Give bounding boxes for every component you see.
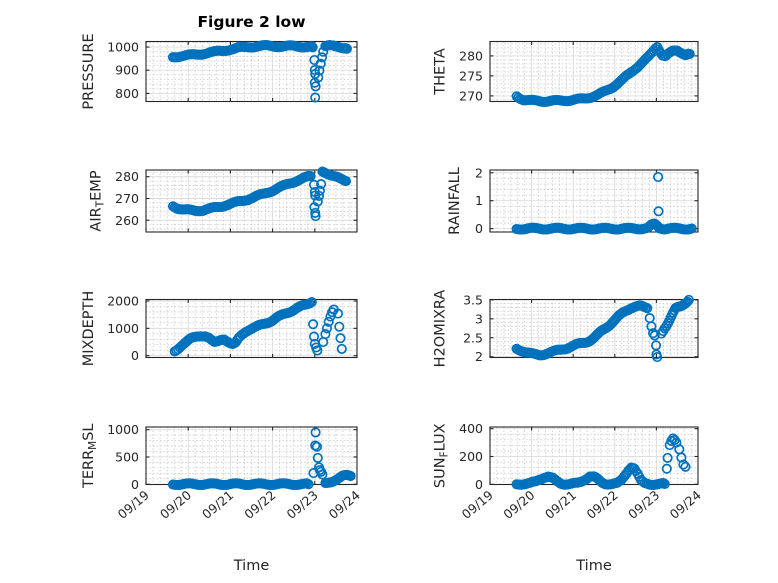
y-tick-label: 1000 (107, 321, 139, 336)
x-axis-label-right: Time (575, 558, 612, 574)
tick-marks (145, 170, 358, 232)
y-axis-label-air-temp: AIRTEMP (88, 170, 106, 231)
scatter-markers (167, 427, 356, 491)
scatter-markers (167, 166, 352, 222)
y-tick-label: 200 (459, 449, 483, 464)
y-tick-label: 3 (475, 311, 483, 326)
y-tick-label: 0 (131, 477, 139, 492)
y-tick-label: 280 (115, 169, 139, 184)
y-axis-label-terr-msl: TERRMSL (81, 423, 99, 489)
x-tick-label: 09/23 (283, 487, 320, 522)
plot-frame (145, 40, 358, 103)
figure-title: Figure 2 low (197, 13, 305, 31)
y-tick-label: 0 (131, 348, 139, 363)
y-tick-label: 1000 (107, 422, 139, 437)
tick-marks (145, 41, 358, 102)
x-tick-label: 09/20 (500, 487, 537, 522)
y-axis-label-h2omixra: H2OMIXRA (432, 290, 448, 368)
y-tick-label: 270 (115, 191, 139, 206)
minor-grid (145, 41, 358, 102)
x-tick-label: 09/23 (625, 487, 662, 522)
minor-grid (145, 169, 358, 233)
y-tick-label: 2 (475, 349, 483, 364)
y-tick-label: 400 (459, 421, 483, 436)
plot-frame (145, 169, 358, 233)
y-tick-label: 280 (459, 48, 483, 63)
x-tick-label: 09/24 (326, 487, 363, 522)
x-tick-label: 09/22 (241, 487, 278, 522)
tick-marks (145, 299, 358, 358)
y-tick-label: 275 (459, 68, 483, 83)
subplot-terr-msl: 0 500 1000 TERRMSL 09/19 09/20 09/21 09/22 09/23… (81, 422, 363, 522)
y-tick-label: 900 (115, 63, 139, 78)
y-axis-label-mixdepth: MIXDEPTH (81, 291, 97, 367)
subplot-theta: 270 275 280 THETA (432, 40, 699, 108)
y-tick-label: 1000 (107, 40, 139, 55)
y-tick-label: 260 (115, 213, 139, 228)
y-axis-label-theta: THETA (432, 48, 448, 96)
scatter-markers (511, 41, 695, 108)
x-tick-label: 09/22 (583, 487, 620, 522)
subplot-rainfall: 0 1 2 RAINFALL (447, 165, 699, 236)
x-tick-label: 09/21 (542, 487, 579, 522)
minor-grid (145, 426, 358, 485)
x-tick-label: 09/21 (199, 487, 236, 522)
y-tick-label: 800 (115, 86, 139, 101)
scatter-markers (511, 433, 691, 490)
y-axis-label-pressure: PRESSURE (81, 33, 97, 109)
y-tick-label: 500 (115, 449, 139, 464)
y-tick-label: 270 (459, 88, 483, 103)
subplot-h2omixra: 2 2.5 3 3.5 H2OMIXRA (432, 290, 699, 368)
plot-frame (489, 426, 699, 486)
y-axis-label-rainfall: RAINFALL (447, 167, 463, 235)
minor-grid (489, 169, 699, 233)
x-tick-label: 09/20 (157, 487, 194, 522)
scatter-markers (511, 294, 694, 363)
x-tick-label: 09/19 (459, 487, 496, 522)
subplot-pressure: 800 900 1000 PRESSURE (81, 33, 358, 110)
subplot-air-temp: 260 270 280 AIRTEMP (88, 166, 358, 233)
plot-frame (489, 298, 699, 359)
y-tick-label: 3.5 (463, 292, 483, 307)
subplot-sun-flux: 0 200 400 SUNFLUX 09/19 09/20 09/21 09/22 09/23 0… (432, 421, 704, 522)
minor-grid (489, 299, 699, 358)
y-tick-label: 0 (475, 221, 483, 236)
y-tick-label: 2 (475, 165, 483, 180)
x-tick-label: 09/19 (115, 487, 152, 522)
scatter-markers (167, 39, 352, 103)
scatter-markers (511, 171, 697, 235)
scatter-markers (169, 297, 347, 357)
y-tick-label: 2000 (107, 294, 139, 309)
x-axis-label-left: Time (233, 558, 270, 574)
y-tick-label: 1 (475, 193, 483, 208)
y-tick-label: 2.5 (463, 330, 483, 345)
y-axis-label-sun-flux: SUNFLUX (432, 423, 450, 488)
y-tick-label: 0 (475, 477, 483, 492)
subplot-mixdepth: 0 1000 2000 MIXDEPTH (81, 291, 358, 367)
x-tick-label: 09/24 (667, 487, 704, 522)
